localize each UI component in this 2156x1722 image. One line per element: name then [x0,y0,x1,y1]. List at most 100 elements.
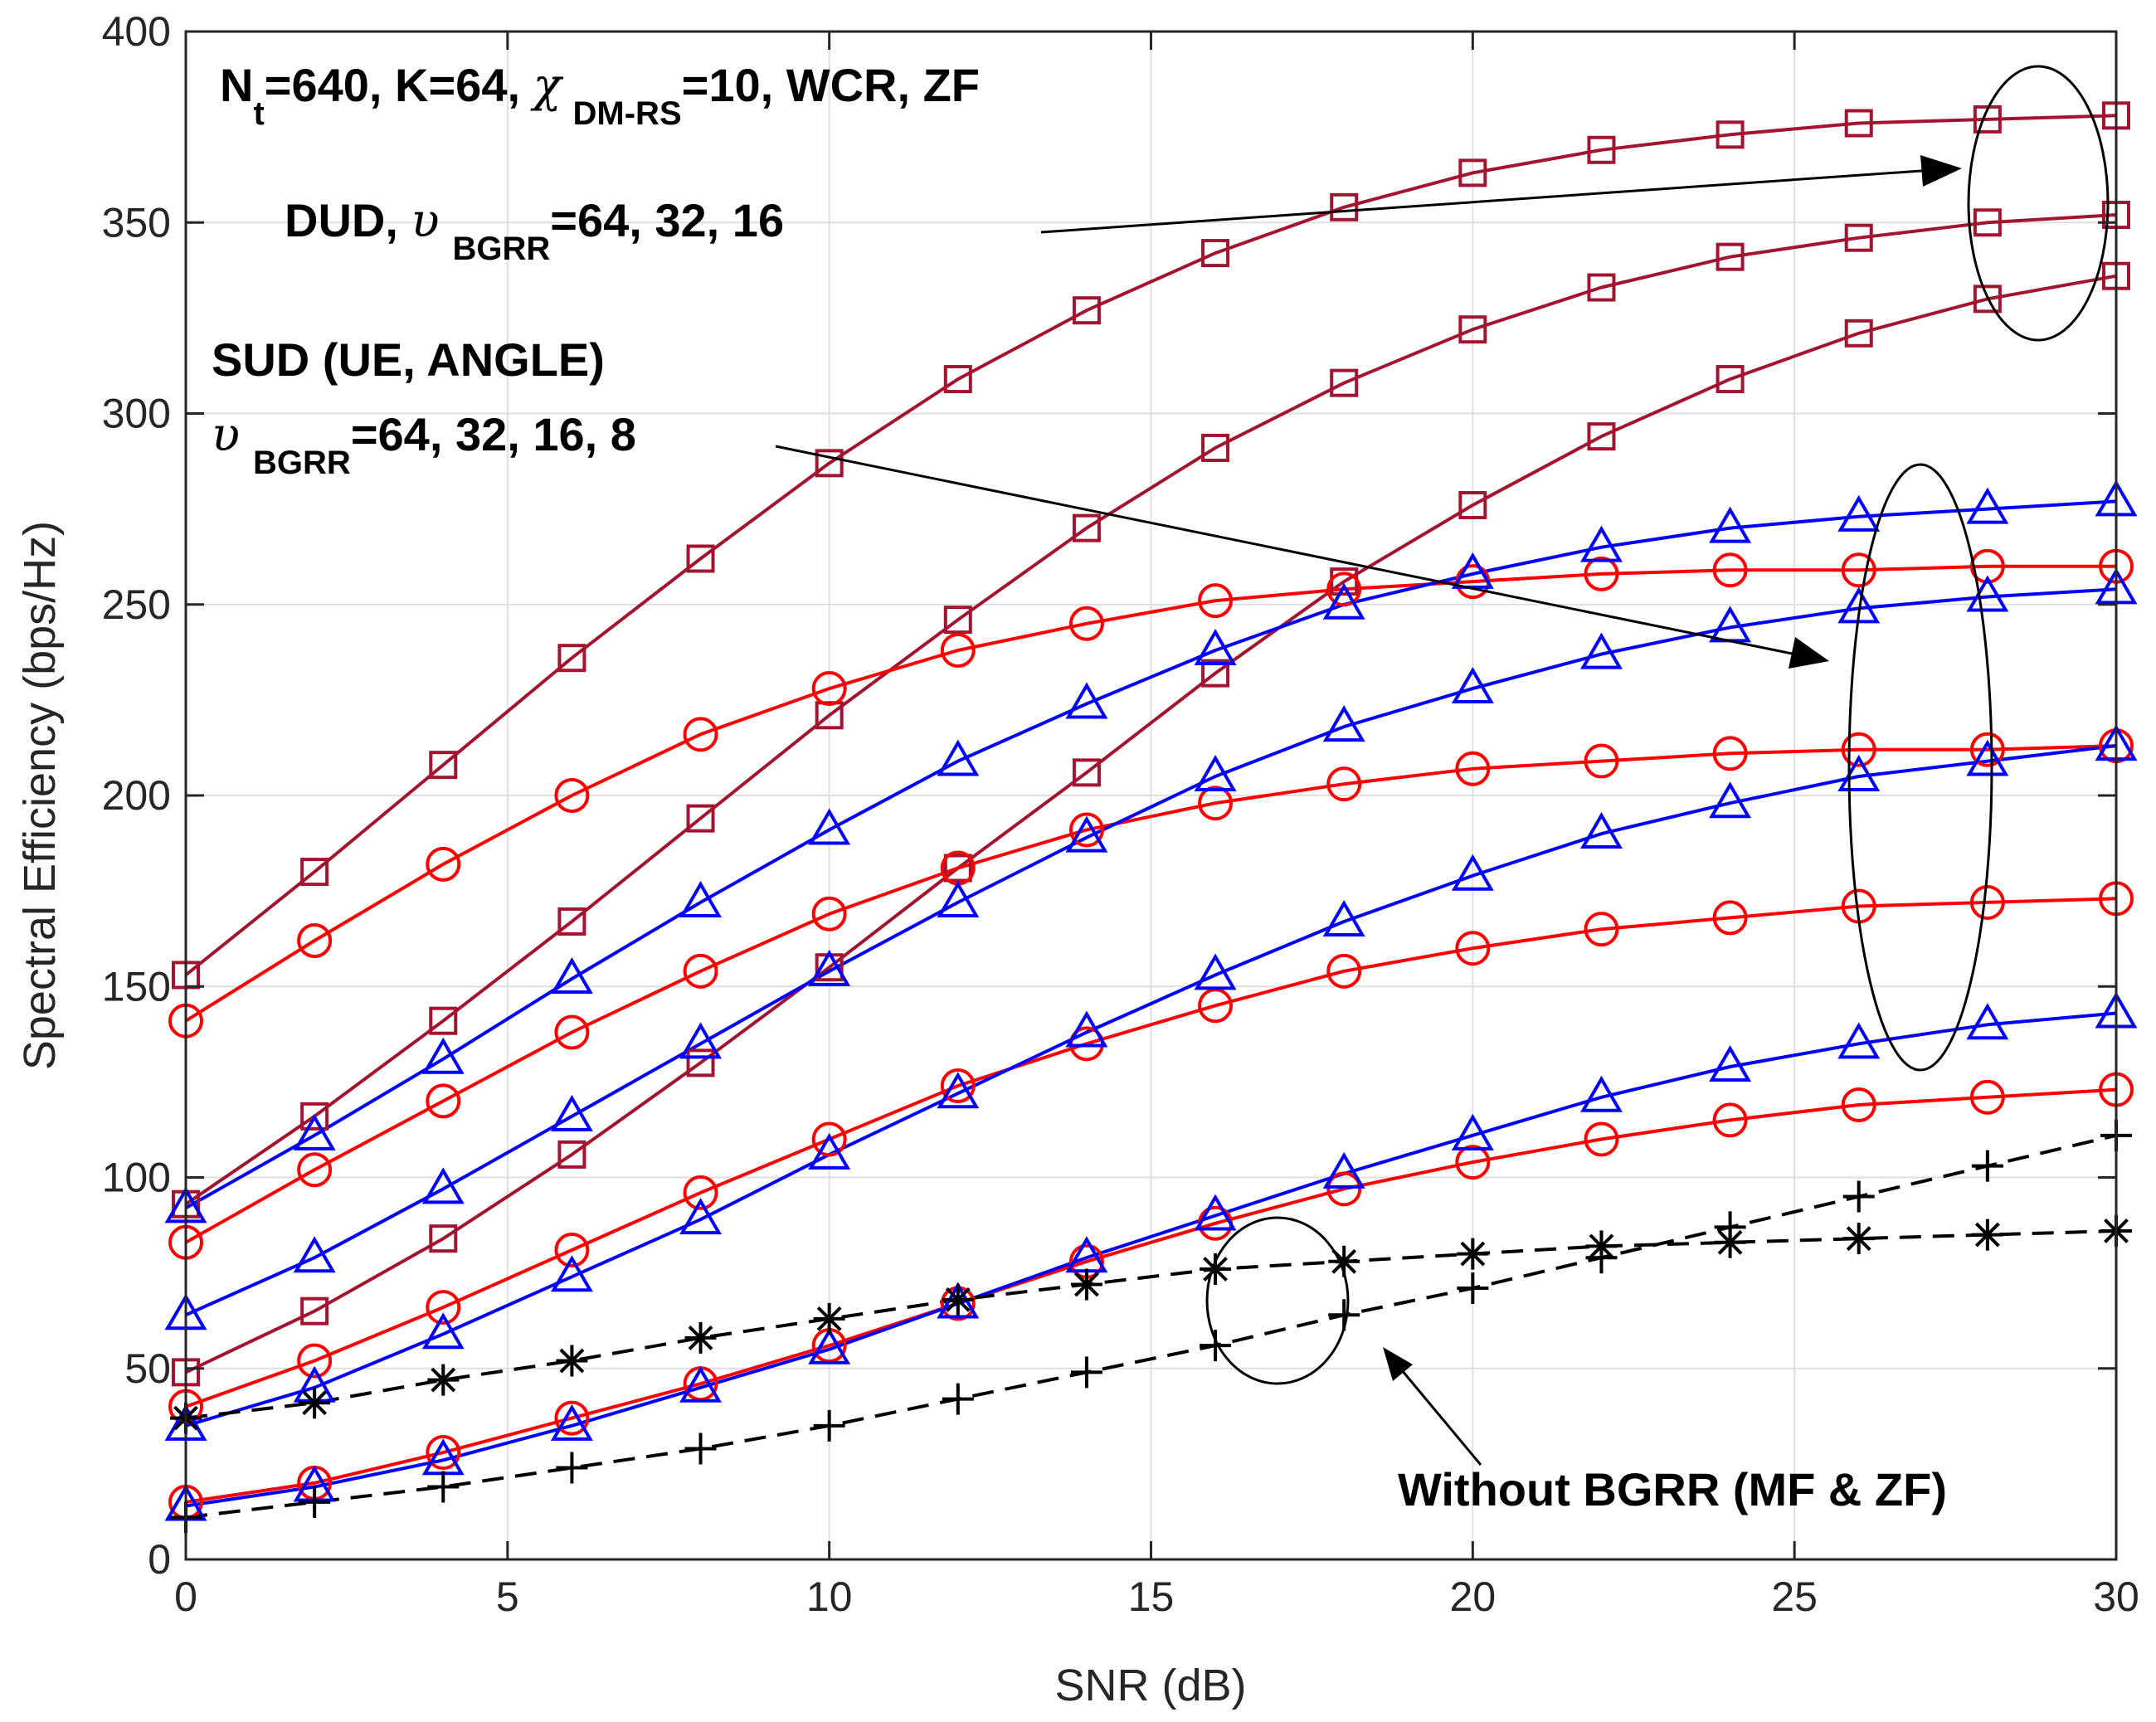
plus-marker [1585,1242,1618,1274]
circle-marker [1326,572,1362,607]
circle-marker [1841,732,1876,767]
asterisk-marker [1328,1245,1360,1277]
square-marker [300,1102,329,1131]
triangle-marker [679,1022,723,1059]
dud-upsilon: υ [411,194,439,248]
circle-marker [1198,786,1234,821]
square-marker [429,1006,458,1035]
series-line [185,274,2117,1374]
config-annotation: Nt=640, K=64, χDM-RS=10, WCR, ZF [220,59,980,132]
sud-group-ellipse [1847,463,1993,1072]
plus-marker [942,1383,974,1415]
config-chi: χ [530,59,564,113]
asterisk-marker [1971,1219,2003,1251]
triangle-marker [1322,582,1365,620]
circle-marker [1455,751,1491,786]
triangle-marker [1837,494,1881,532]
triangle-marker [1709,1044,1752,1082]
triangle-marker [1709,781,1752,819]
sud-annotation-title: SUD (UE, ANGLE) [212,333,605,386]
without-bgrr-arrowhead [1383,1347,1413,1381]
circle-marker [1326,953,1362,989]
plus-marker [1200,1330,1232,1362]
square-marker [1587,422,1616,451]
plus-marker [427,1471,460,1503]
circle-marker [426,1435,461,1471]
series-line [185,1229,2117,1420]
circle-marker [1712,736,1748,771]
circle-marker [1712,1102,1748,1138]
circle-marker [811,671,847,707]
series-line [185,1011,2117,1508]
triangle-marker [1065,815,1108,853]
series-line [185,744,2117,1244]
plus-marker [684,1433,717,1465]
circle-marker [811,896,847,932]
y-tick-label: 50 [124,1345,171,1392]
circle-marker [1455,1145,1491,1180]
series-line [185,897,2117,1408]
series-line [184,564,2116,1023]
square-marker [686,544,715,573]
circle-marker [1584,1121,1619,1157]
triangle-marker [808,949,851,986]
config-part2: =10, WCR, ZF [682,59,980,111]
triangle-marker [293,1113,336,1150]
square-marker [1973,208,2002,237]
triangle-marker [1451,1113,1494,1150]
circle-marker [1584,556,1619,591]
square-marker [943,606,972,635]
circle-marker [1068,812,1104,848]
triangle-marker [1322,899,1365,936]
triangle-marker [1194,953,1237,990]
triangle-marker [808,808,851,845]
sud-annotation-values: υ BGRR=64, 32, 16, 8 [212,408,636,481]
y-tick-label: 100 [102,1155,171,1201]
triangle-marker [1451,552,1494,589]
asterisk-marker [1070,1268,1102,1301]
square-marker [815,449,844,478]
circle-marker [1455,931,1491,966]
plus-marker [299,1486,331,1518]
asterisk-marker [1200,1253,1232,1286]
square-marker [1844,223,1873,252]
grid-lines [186,32,2116,1559]
triangle-marker [550,1094,593,1131]
triangle-marker [1709,506,1752,543]
circle-marker [1198,583,1234,619]
triangle-marker [1194,754,1237,791]
triangle-marker [937,880,980,917]
circle-marker [426,1290,461,1326]
square-marker [429,751,458,780]
dud-sub: BGRR [453,231,551,267]
x-tick-label: 15 [1128,1574,1175,1620]
circle-marker [426,1083,461,1119]
circle-marker [1326,766,1362,802]
config-n: N [220,59,253,111]
square-marker [1072,513,1101,542]
triangle-marker [808,1132,851,1170]
series-line [184,114,2117,976]
y-tick-label: 200 [102,772,171,819]
x-tick-label: 30 [2093,1574,2139,1620]
square-marker [1716,120,1745,149]
square-marker [1458,158,1487,187]
square-marker [686,1048,715,1077]
without-bgrr-ellipse [1205,1216,1350,1385]
circle-marker [1841,1087,1876,1123]
triangle-marker [808,1327,851,1364]
circle-marker [554,1232,590,1267]
circle-marker [554,1014,590,1050]
circle-marker [1712,900,1748,936]
dud-annotation: DUD, υ BGRR=64, 32, 16 [285,194,784,267]
x-tick-label: 25 [1771,1574,1818,1620]
annotation-shapes [775,65,2110,1466]
series-lines [184,114,2117,1520]
square-marker [1330,368,1359,397]
triangle-marker [421,1037,465,1074]
asterisk-marker [299,1387,331,1419]
triangle-marker [1065,1010,1108,1048]
config-chi-sub: DM-RS [573,95,682,132]
axis-ticks [184,30,2118,1561]
triangle-marker [1837,1022,1881,1059]
